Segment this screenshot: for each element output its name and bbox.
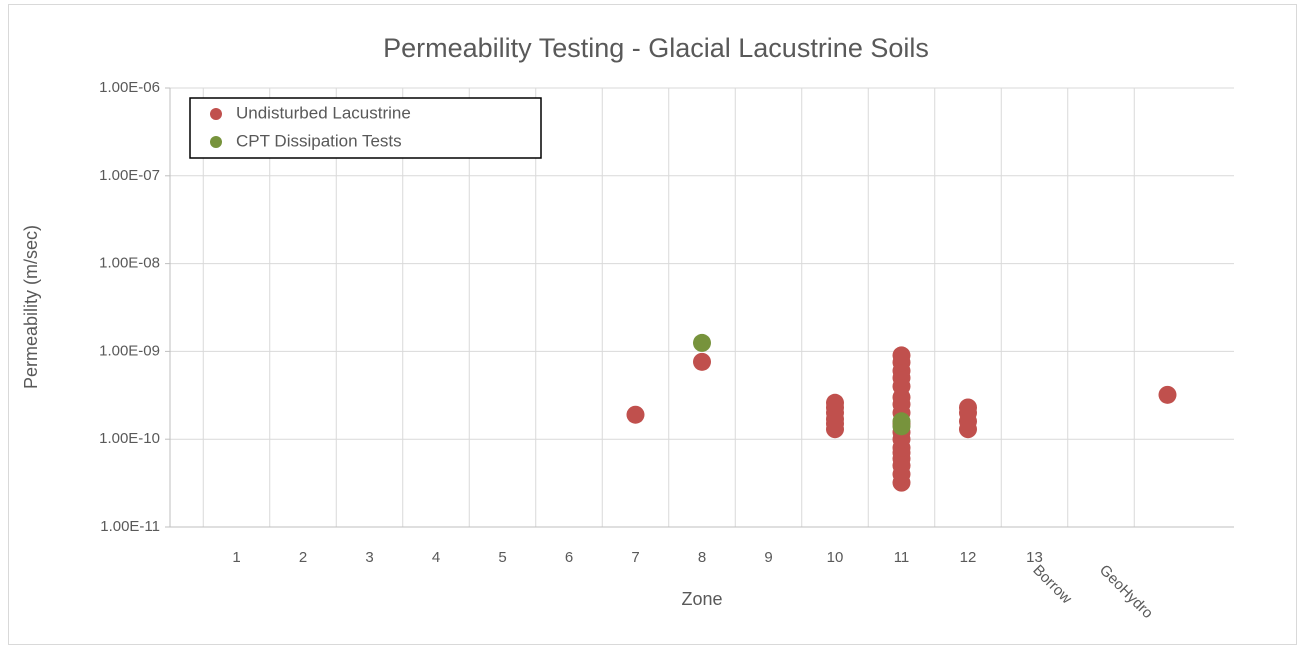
data-point [826, 393, 844, 412]
x-tick-label: 1 [232, 549, 240, 566]
legend-box [189, 97, 542, 159]
x-tick-label: 11 [894, 549, 910, 566]
x-tick-label: 7 [631, 549, 639, 566]
data-point [959, 398, 977, 417]
x-tick-label: 4 [432, 549, 440, 566]
x-tick-label: 10 [827, 549, 844, 566]
legend-label: Undisturbed Lacustrine [236, 103, 411, 122]
legend-marker [210, 108, 222, 120]
data-point [892, 412, 911, 431]
data-point [693, 333, 711, 352]
y-tick-label: 1.00E-10 [99, 430, 160, 447]
y-tick-label: 1.00E-09 [99, 342, 160, 359]
y-tick-label: 1.00E-11 [100, 518, 160, 535]
x-tick-label: 8 [698, 549, 706, 566]
x-tick-label: 9 [764, 549, 772, 566]
data-point [626, 405, 645, 424]
y-axis-label: Permeability (m/sec) [21, 225, 41, 389]
data-point [892, 346, 911, 365]
data-point [693, 352, 711, 371]
legend-marker [210, 136, 222, 148]
data-point [1158, 385, 1177, 404]
x-tick-label: 12 [960, 549, 977, 566]
x-tick-label: 6 [565, 549, 573, 566]
x-tick-label: 2 [299, 549, 307, 566]
y-tick-label: 1.00E-08 [99, 255, 160, 272]
x-tick-label: 5 [498, 549, 506, 566]
x-tick-label: 13 [1026, 549, 1043, 566]
y-tick-label: 1.00E-06 [99, 79, 160, 96]
y-tick-label: 1.00E-07 [99, 167, 160, 184]
legend-label: CPT Dissipation Tests [236, 131, 402, 150]
x-axis-label: Zone [681, 589, 722, 609]
x-tick-label: 3 [365, 549, 373, 566]
chart-title: Permeability Testing - Glacial Lacustrin… [383, 33, 929, 63]
